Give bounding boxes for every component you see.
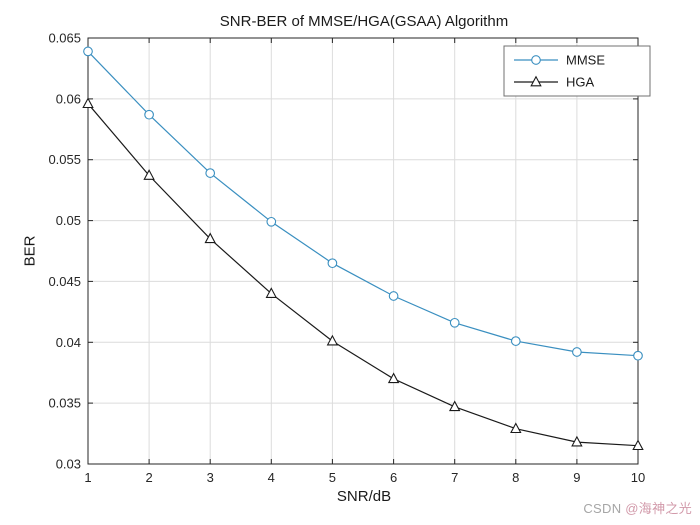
y-axis-label: BER: [21, 235, 39, 267]
x-tick-label: 9: [573, 470, 580, 485]
watermark-handle: @海神之光: [625, 501, 692, 516]
x-tick-label: 6: [390, 470, 397, 485]
circle-marker: [510, 336, 521, 346]
plot-background: [88, 38, 638, 464]
triangle-marker: [571, 435, 583, 447]
circle-marker: [388, 291, 399, 301]
axes-box: [87, 37, 639, 465]
triangle-marker: [448, 400, 461, 412]
circle-marker: [144, 109, 154, 120]
circle-marker: [83, 46, 93, 57]
y-tick-label: 0.065: [48, 31, 81, 46]
y-tick-label: 0.06: [56, 91, 81, 106]
circle-marker: [531, 55, 541, 65]
triangle-marker: [204, 232, 216, 244]
circle-marker: [572, 347, 582, 357]
x-axis-label: SNR/dB: [336, 488, 392, 505]
x-tick-label: 4: [268, 470, 275, 485]
triangle-marker: [265, 287, 278, 298]
circle-marker: [449, 317, 460, 328]
circle-marker: [327, 258, 338, 269]
triangle-marker: [530, 75, 542, 87]
watermark-prefix: CSDN: [583, 501, 626, 516]
chart-title: SNR-BER of MMSE/HGA(GSAA) Algorithm: [219, 13, 509, 30]
triangle-marker: [632, 439, 644, 451]
triangle-marker: [387, 372, 400, 384]
y-tick-label: 0.05: [56, 213, 81, 228]
triangle-marker: [143, 169, 155, 180]
circle-marker: [266, 216, 277, 227]
x-tick-label: 10: [631, 470, 645, 485]
y-tick-label: 0.055: [48, 152, 81, 167]
legend: MMSE HGA: [503, 45, 651, 97]
x-tick-label: 5: [329, 470, 336, 485]
y-tick-label: 0.045: [48, 274, 81, 289]
x-tick-label: 8: [512, 470, 519, 485]
legend-box: [503, 45, 651, 97]
x-tick-label: 3: [207, 470, 214, 485]
triangle-marker: [510, 422, 522, 434]
legend-label: HGA: [566, 75, 595, 90]
y-tick-label: 0.03: [56, 457, 81, 472]
legend-label: MMSE: [566, 53, 605, 68]
circle-marker: [205, 168, 216, 178]
y-tick-label: 0.035: [48, 396, 81, 411]
series-hga: [82, 97, 644, 451]
y-tick-label: 0.04: [56, 335, 81, 350]
x-tick-label: 1: [84, 470, 91, 485]
x-tick-label: 2: [145, 470, 152, 485]
triangle-marker: [326, 334, 339, 346]
triangle-marker: [82, 97, 94, 109]
watermark: CSDN @海神之光: [583, 498, 692, 517]
circle-marker: [633, 350, 643, 361]
x-tick-label: 7: [451, 470, 458, 485]
series-line: [87, 50, 639, 357]
series-mmse: [83, 46, 643, 361]
series-line: [87, 103, 639, 447]
